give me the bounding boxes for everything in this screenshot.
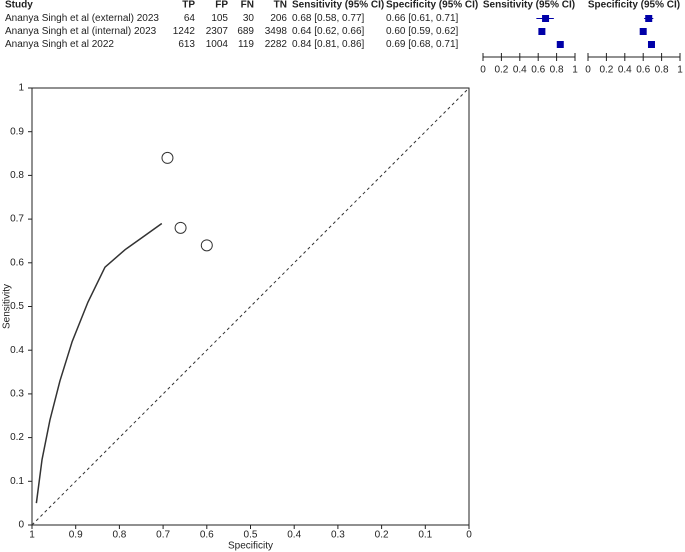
- sroc-curve: [35, 222, 163, 504]
- forest-title: Sensitivity (95% CI): [483, 0, 575, 11]
- table-cell: 30: [243, 13, 255, 24]
- x-tick-label: 0.8: [655, 65, 669, 76]
- table-cell: 0.68 [0.58, 0.77]: [292, 13, 365, 24]
- study-point: [200, 239, 213, 252]
- x-tick-label: 0: [480, 65, 486, 76]
- table-cell: 2307: [206, 26, 229, 37]
- column-header: FN: [241, 0, 254, 11]
- table-cell: 2282: [265, 39, 288, 50]
- y-tick-label: 0.8: [10, 170, 24, 181]
- table-cell: 0.84 [0.81, 0.86]: [292, 39, 365, 50]
- y-tick-label: 0.7: [10, 214, 24, 225]
- table-cell: Ananya Singh et al (external) 2023: [5, 13, 159, 24]
- column-header: TP: [182, 0, 195, 11]
- estimate-square: [639, 28, 647, 35]
- x-tick-label: 0.6: [200, 530, 214, 541]
- x-tick-label: 0: [585, 65, 591, 76]
- y-tick-label: 0.3: [10, 389, 24, 400]
- y-axis-label: Sensitivity: [2, 284, 13, 329]
- table-cell: 1242: [173, 26, 196, 37]
- forest-title: Specificity (95% CI): [588, 0, 680, 11]
- table-cell: 206: [270, 13, 287, 24]
- table-cell: 613: [178, 39, 195, 50]
- x-tick-label: 0.3: [331, 530, 345, 541]
- estimate-square: [538, 28, 546, 35]
- x-tick-label: 1: [572, 65, 578, 76]
- y-tick-label: 0.5: [10, 301, 24, 312]
- x-tick-label: 0.5: [244, 530, 258, 541]
- column-header: Sensitivity (95% CI): [292, 0, 384, 11]
- x-tick-label: 0.4: [287, 530, 301, 541]
- x-tick-label: 0.6: [636, 65, 650, 76]
- table-cell: 64: [184, 13, 196, 24]
- table-cell: Ananya Singh et al 2022: [5, 39, 114, 50]
- estimate-square: [556, 41, 564, 48]
- x-tick-label: 0.4: [618, 65, 632, 76]
- column-header: Specificity (95% CI): [386, 0, 478, 11]
- column-header: TN: [274, 0, 287, 11]
- table-cell: 1004: [206, 39, 229, 50]
- y-tick-label: 0: [18, 520, 24, 531]
- table-cell: 119: [238, 39, 254, 50]
- x-tick-label: 0.8: [112, 530, 126, 541]
- table-cell: Ananya Singh et al (internal) 2023: [5, 26, 157, 37]
- estimate-square: [645, 15, 653, 22]
- table-cell: 0.60 [0.59, 0.62]: [386, 26, 459, 37]
- x-tick-label: 1: [677, 65, 683, 76]
- x-tick-label: 0.1: [418, 530, 432, 541]
- y-tick-label: 0.4: [10, 345, 24, 356]
- x-tick-label: 0.7: [156, 530, 170, 541]
- table-cell: 0.69 [0.68, 0.71]: [386, 39, 459, 50]
- estimate-square: [647, 41, 655, 48]
- column-header: FP: [215, 0, 228, 11]
- x-tick-label: 0.9: [69, 530, 83, 541]
- y-tick-label: 0.6: [10, 257, 24, 268]
- y-tick-label: 0.2: [10, 432, 24, 443]
- estimate-square: [542, 15, 550, 22]
- table-cell: 3498: [265, 26, 288, 37]
- y-tick-label: 1: [18, 83, 24, 94]
- table-cell: 105: [211, 13, 228, 24]
- x-tick-label: 0.6: [531, 65, 545, 76]
- study-point: [174, 221, 187, 234]
- study-point: [161, 151, 174, 164]
- x-tick-label: 0.2: [494, 65, 508, 76]
- x-tick-label: 0.2: [599, 65, 613, 76]
- table-cell: 689: [237, 26, 254, 37]
- y-tick-label: 0.9: [10, 126, 24, 137]
- table-cell: 0.64 [0.62, 0.66]: [292, 26, 365, 37]
- x-tick-label: 0.8: [550, 65, 564, 76]
- x-axis-label: Specificity: [228, 541, 273, 552]
- x-tick-label: 0.4: [513, 65, 527, 76]
- table-cell: 0.66 [0.61, 0.71]: [386, 13, 459, 24]
- x-tick-label: 0.2: [375, 530, 389, 541]
- x-tick-label: 0: [466, 530, 472, 541]
- y-tick-label: 0.1: [10, 476, 24, 487]
- reference-diagonal: [31, 87, 470, 526]
- column-header: Study: [5, 0, 33, 11]
- x-tick-label: 1: [29, 530, 35, 541]
